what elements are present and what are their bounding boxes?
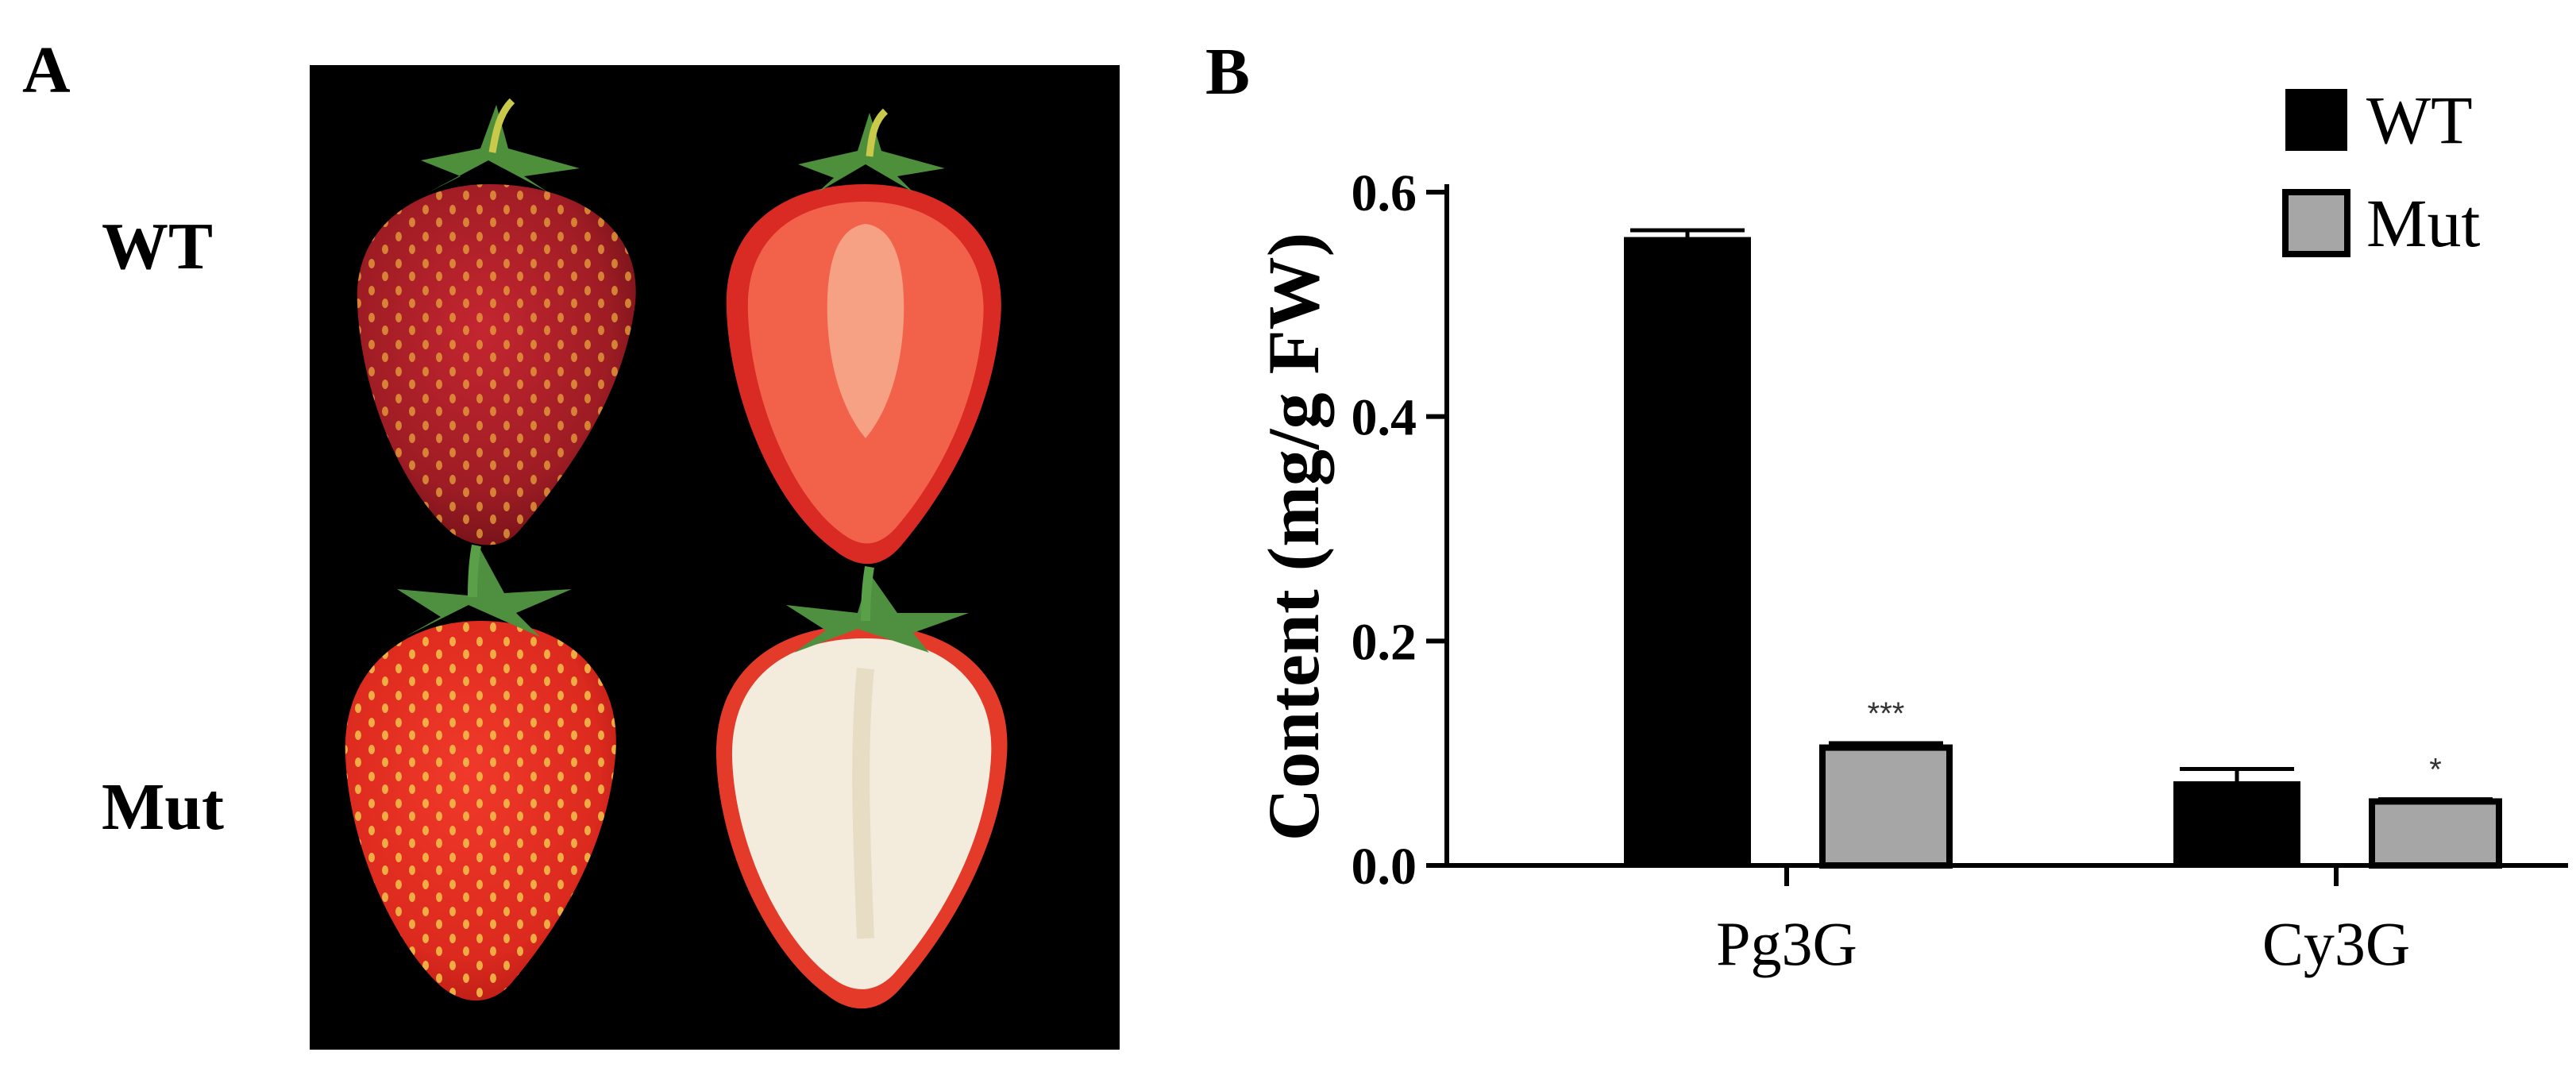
bar-mut-pg3g <box>1819 744 1953 869</box>
wt-whole-strawberry <box>357 98 636 545</box>
bar-wt-pg3g <box>1624 237 1751 865</box>
legend-label-mut: Mut <box>2366 185 2480 261</box>
panel-letter-b: B <box>1205 35 1250 109</box>
y-tick-label: 0.6 <box>1352 164 1417 222</box>
mut-whole-strawberry <box>345 544 616 1001</box>
chart-axes: 0.0 0.2 0.4 0.6 Pg3G Cy3G <box>1352 164 2568 978</box>
y-tick-label: 0.4 <box>1352 389 1417 447</box>
significance-marker: *** <box>1868 696 1905 731</box>
bar-wt-cy3g <box>2173 781 2300 865</box>
significance-marker: * <box>2429 753 2442 788</box>
strawberry-photo-panel <box>310 65 1120 1050</box>
panel-letter-a: A <box>22 33 71 107</box>
legend-swatch-mut <box>2282 189 2350 257</box>
chart-legend: WT Mut <box>2282 82 2480 261</box>
y-axis-label: Content (mg/g FW) <box>1253 233 1334 842</box>
row-label-mut: Mut <box>102 770 224 844</box>
bar-mut-cy3g <box>2369 798 2502 869</box>
wt-cut-strawberry <box>726 108 1001 565</box>
x-category-label: Cy3G <box>2262 909 2410 978</box>
bar-chart-panel: B Content (mg/g FW) 0.0 0.2 0.4 0.6 Pg3G Cy3G… <box>1205 35 2576 1080</box>
chart-bars: **** <box>1624 228 2502 869</box>
legend-label-wt: WT <box>2366 82 2473 158</box>
x-category-label: Pg3G <box>1716 909 1857 978</box>
mut-cut-strawberry <box>715 566 1008 1009</box>
y-tick-label: 0.0 <box>1352 838 1417 896</box>
row-label-wt: WT <box>102 210 214 283</box>
y-tick-label: 0.2 <box>1352 613 1417 671</box>
legend-swatch-wt <box>2285 89 2347 151</box>
